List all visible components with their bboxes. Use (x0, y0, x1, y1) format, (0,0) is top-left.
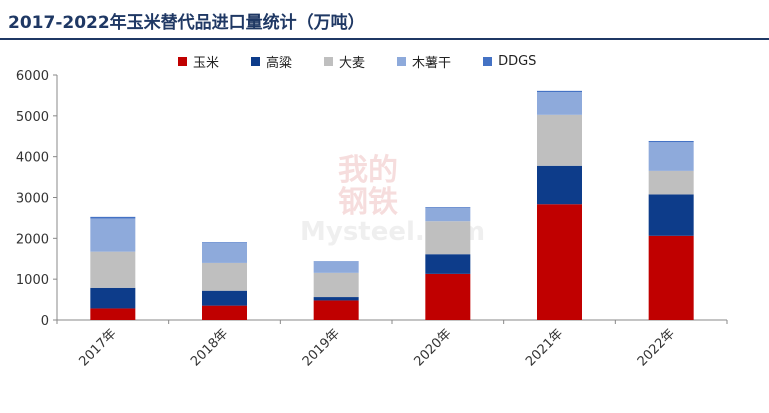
y-tick-label: 6000 (16, 69, 49, 84)
bar-segment-sorghum-2 (202, 290, 247, 306)
y-tick-label: 5000 (16, 110, 49, 125)
legend-label-barley: 大麦 (339, 56, 366, 71)
bar-segment-barley-3 (313, 272, 359, 298)
x-axis-labels: 2017年 2018年 2019年 2020年 2021年 2022年 (76, 326, 678, 369)
bar-segment-corn-6 (648, 235, 694, 320)
bar-segment-sorghum-4 (425, 254, 471, 274)
x-tick-label: 2018年 (188, 326, 231, 369)
bar-segment-sorghum-3 (313, 297, 359, 301)
x-tick-label: 2017年 (76, 326, 119, 369)
bar-segment-cassava-4 (425, 207, 471, 222)
bar-segment-corn-1 (90, 308, 136, 320)
title-underline (0, 38, 769, 40)
bar-segment-barley-6 (648, 170, 694, 195)
bar-segment-barley-5 (537, 114, 582, 166)
legend-swatch-sorghum (251, 57, 261, 66)
bar-segment-ddgs-3 (313, 261, 359, 262)
legend-swatch-barley (324, 57, 334, 66)
bar-segment-ddgs-5 (537, 90, 582, 93)
bar-segment-cassava-1 (90, 218, 136, 252)
bar-segment-barley-1 (90, 251, 136, 288)
bar-segment-sorghum-6 (648, 194, 694, 236)
legend-label-corn: 玉米 (193, 56, 220, 71)
y-tick-label: 3000 (16, 192, 49, 207)
bar-segment-barley-4 (425, 221, 471, 255)
y-axis-labels: 0 1000 2000 3000 4000 5000 6000 (16, 69, 49, 329)
bar-segment-ddgs-2 (202, 242, 247, 243)
x-tick-label: 2022年 (635, 326, 678, 369)
chart-title: 2017-2022年玉米替代品进口量统计（万吨） (8, 13, 365, 33)
y-tick-label: 0 (41, 314, 49, 329)
bar-segment-cassava-3 (313, 261, 359, 273)
bar-segment-barley-2 (202, 262, 247, 291)
x-tick-label: 2021年 (523, 326, 566, 369)
bar-segment-corn-4 (425, 273, 471, 320)
legend-item-corn: 玉米 (178, 52, 219, 71)
chart-axes (53, 74, 728, 324)
bar-segment-cassava-6 (648, 142, 694, 171)
bar-segment-sorghum-5 (537, 165, 582, 205)
bar-segment-corn-5 (537, 204, 582, 320)
x-tick-label: 2019年 (300, 326, 343, 369)
legend-label-ddgs: DDGS (498, 54, 537, 69)
bar-segment-cassava-2 (202, 242, 247, 263)
legend-swatch-corn (178, 57, 187, 66)
chart-legend: 玉米 高粱 大麦 木薯干 DDGS (178, 52, 568, 71)
chart-bars (90, 90, 694, 320)
y-tick-label: 4000 (16, 151, 49, 166)
legend-swatch-cassava (397, 57, 407, 66)
legend-item-ddgs: DDGS (483, 54, 536, 69)
legend-item-barley: 大麦 (324, 52, 365, 71)
y-tick-label: 2000 (16, 232, 49, 247)
legend-item-sorghum: 高粱 (251, 52, 292, 71)
legend-swatch-ddgs (483, 57, 493, 66)
y-tick-label: 1000 (16, 273, 49, 288)
bar-segment-sorghum-1 (90, 287, 136, 309)
bar-segment-ddgs-6 (648, 140, 694, 143)
legend-label-sorghum: 高粱 (266, 56, 293, 71)
x-tick-label: 2020年 (411, 326, 454, 369)
legend-item-cassava: 木薯干 (397, 52, 451, 71)
legend-label-cassava: 木薯干 (412, 56, 452, 71)
bar-segment-cassava-5 (537, 92, 582, 115)
bar-segment-ddgs-1 (90, 216, 136, 219)
bar-segment-corn-2 (202, 305, 247, 320)
bar-segment-corn-3 (313, 300, 359, 320)
